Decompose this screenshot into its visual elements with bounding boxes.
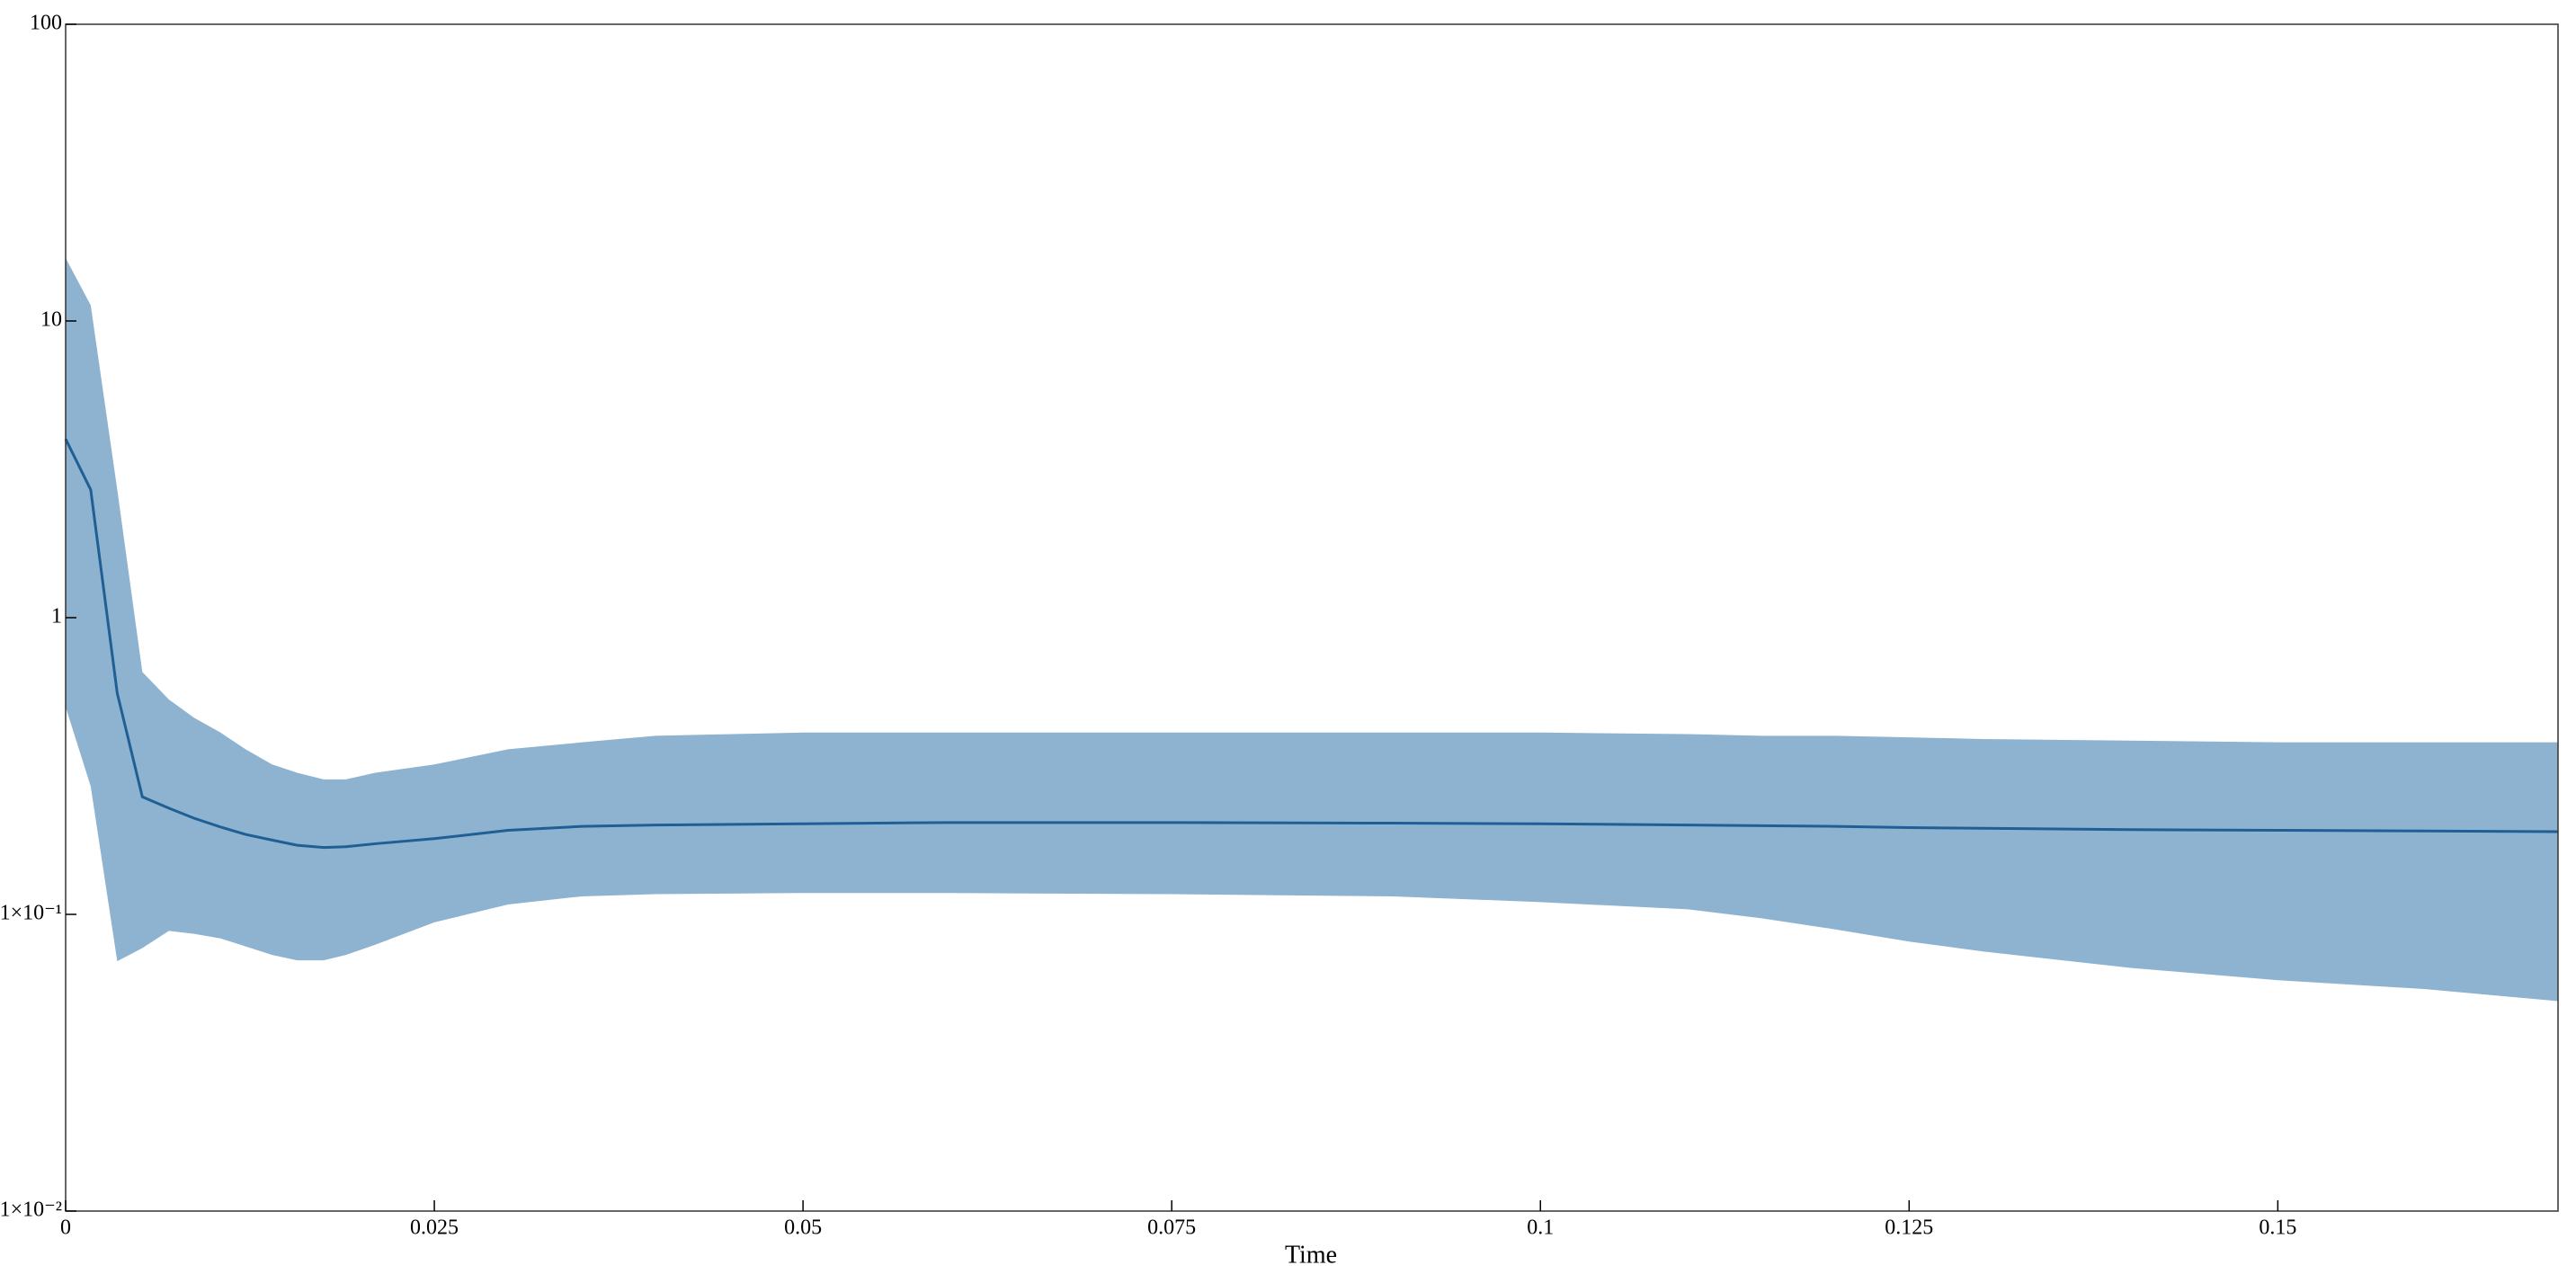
x-tick-label: 0.025 (410, 1216, 459, 1240)
y-tick-label: 100 (30, 12, 62, 35)
x-tick-label: 0.1 (1527, 1216, 1554, 1240)
x-tick-label: 0.15 (2259, 1216, 2296, 1240)
x-tick-label: 0 (60, 1216, 71, 1240)
x-axis-label: Time (1285, 1241, 1337, 1269)
y-tick-label: 10 (40, 308, 62, 332)
confidence-band (66, 257, 2558, 1002)
x-tick-label: 0.075 (1147, 1216, 1196, 1240)
y-tick-label: 1 (51, 605, 62, 628)
mean-line (64, 438, 2559, 850)
x-tick-label: 0.125 (1885, 1216, 1933, 1240)
y-tick-label: 1×10⁻¹ (0, 902, 62, 925)
plot-frame (65, 23, 2559, 1212)
y-tick-label: 1×10⁻² (0, 1198, 62, 1222)
x-tick-label: 0.05 (784, 1216, 822, 1240)
